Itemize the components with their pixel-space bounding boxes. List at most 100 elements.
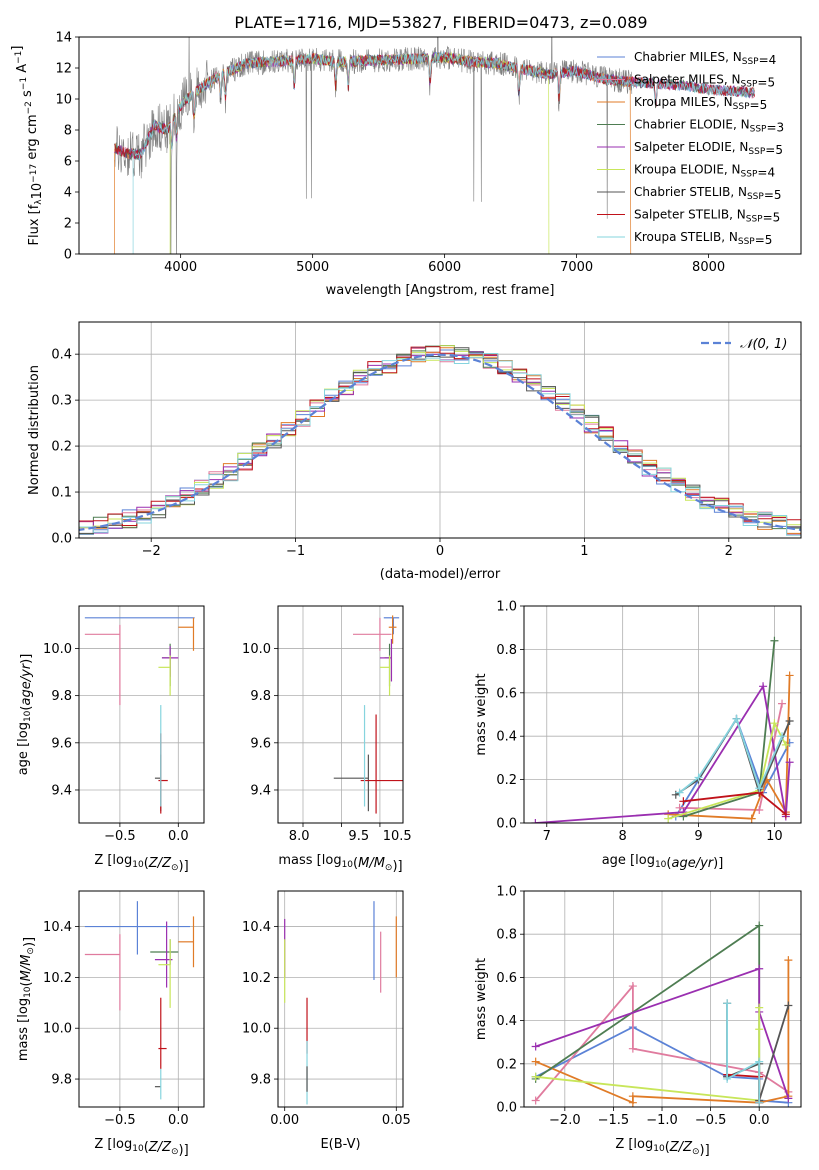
y-tick-label: 0.0	[496, 1101, 517, 1116]
x-tick-label: 8	[619, 829, 627, 844]
label-part: age/yr	[19, 662, 34, 705]
label-part: 10	[342, 860, 354, 870]
y-tick-label: 10.2	[43, 971, 72, 986]
weight-point-marker	[628, 1044, 637, 1053]
label-part: Z/Z	[148, 856, 172, 871]
y-tick-label: 0.0	[51, 532, 72, 547]
x-tick-label: 0.00	[270, 1113, 299, 1128]
y-tick-label: 2	[64, 217, 72, 232]
y-tick-label: 9.8	[51, 689, 72, 704]
y-tick-label: 9.8	[51, 1073, 72, 1088]
label-part: SSP	[747, 192, 764, 202]
label-part: Z [log	[615, 1137, 653, 1152]
label-part: A	[15, 64, 30, 77]
y-tick-label: 10.4	[43, 920, 72, 935]
label-part: (	[19, 981, 34, 986]
legend-label: Kroupa MILES, NSSP=5	[634, 95, 767, 112]
y-axis-label: age [log10(age/yr)]	[16, 654, 34, 776]
axes-frame	[78, 36, 802, 255]
y-tick-label: 0.3	[51, 394, 72, 409]
y-tick-label: 9.8	[250, 689, 271, 704]
x-tick-label: 0.0	[749, 1113, 770, 1128]
legend-label: 𝒩(0, 1)	[740, 337, 787, 352]
weight-point-marker	[531, 1072, 540, 1081]
weight-point-marker	[778, 699, 787, 708]
x-tick-label: −1.0	[646, 1113, 678, 1128]
weight-point-marker	[770, 636, 779, 645]
x-tick-label: 7	[543, 829, 551, 844]
y-tick-label: 10	[55, 93, 72, 108]
label-part: =5	[750, 98, 768, 112]
label-part: λ	[34, 199, 44, 205]
label-part: Z/Z	[148, 1140, 172, 1155]
plot-area	[84, 617, 195, 814]
label-part: =5	[763, 211, 781, 225]
label-part: =4	[757, 166, 775, 180]
weight-point-marker	[755, 1098, 764, 1107]
legend-label: Chabrier ELODIE, NSSP=3	[634, 118, 784, 135]
y-tick-label: 0.8	[496, 928, 517, 943]
y-tick-label: 1.0	[496, 885, 517, 900]
y-tick-label: 9.6	[250, 736, 271, 751]
label-part: 10	[132, 1144, 144, 1154]
weight-point-marker	[755, 921, 764, 930]
label-part: =5	[765, 143, 783, 157]
label-part: )]	[19, 654, 34, 664]
label-part: mass [log	[278, 853, 341, 868]
y-axis-label: Normed distribution	[27, 365, 42, 495]
x-tick-label: 0.0	[168, 1113, 189, 1128]
label-part: SSP	[733, 102, 750, 112]
label-part: Salpeter STELIB, N	[634, 208, 746, 222]
weight-series-line	[535, 960, 790, 1105]
weight-point-marker	[679, 797, 688, 806]
x-tick-label: 2	[725, 544, 733, 559]
mass-vs-metallicity-panel: −0.5 0.09.810.010.210.4Z [log10(Z/Z⊙)]mas…	[16, 890, 205, 1158]
y-tick-label: 1.0	[496, 600, 517, 615]
label-part: Z [log	[94, 853, 132, 868]
weight-point-marker	[770, 719, 779, 728]
x-tick-label: 8.0	[289, 829, 310, 844]
legend-label: Chabrier STELIB, NSSP=5	[634, 185, 782, 202]
y-axis-label: mass weight	[474, 958, 489, 1040]
weight-point-marker	[664, 814, 673, 823]
figure-title: PLATE=1716, MJD=53827, FIBERID=0473, z=0…	[234, 13, 647, 32]
plot-area	[79, 345, 801, 538]
label-part: 10	[653, 1144, 665, 1154]
y-tick-label: 0.2	[51, 440, 72, 455]
label-part: ⊙	[171, 863, 179, 873]
label-part: Kroupa STELIB, N	[634, 230, 738, 244]
x-axis-label: Z [log10(Z/Z⊙)]	[94, 853, 188, 874]
label-part: )]	[22, 937, 37, 947]
label-part: −17	[29, 164, 39, 183]
age-vs-metallicity-panel: −0.5 0.09.49.69.810.0Z [log10(Z/Z⊙)]age […	[16, 605, 205, 874]
label-part: SSP	[741, 170, 758, 180]
weight-point-marker	[531, 1057, 540, 1066]
label-part: (	[666, 856, 671, 871]
residual-histogram	[79, 353, 801, 536]
label-part: age [log	[602, 853, 655, 868]
y-tick-label: 0.1	[51, 486, 72, 501]
weight-point-marker	[747, 814, 756, 823]
weight-point-marker	[531, 1096, 540, 1105]
label-part: 10	[23, 710, 33, 722]
weight-point-marker	[675, 788, 684, 797]
label-part: (	[144, 856, 149, 871]
label-part: =3	[766, 121, 784, 135]
age-vs-mass-panel: 9.4 9.6 9.8 10.0 8.0 9.5 10.5 mass [log10(M/M⊙)…	[242, 605, 412, 874]
label-part: erg cm	[25, 114, 40, 163]
label-part: M/M	[19, 955, 34, 982]
y-axis-label: mass weight	[474, 673, 489, 755]
label-part: SSP	[742, 57, 759, 67]
label-part: ⊙	[385, 863, 393, 873]
plot-area	[84, 901, 195, 1100]
x-tick-label: −0.5	[104, 1113, 136, 1128]
y-axis-label: mass [log10(M/M⊙)]	[16, 937, 37, 1061]
x-tick-label: 9	[694, 829, 702, 844]
y-tick-label: 9.8	[250, 1073, 271, 1088]
label-part: ⊙	[692, 1147, 700, 1157]
x-axis-label: Z [log10(Z/Z⊙)]	[94, 1137, 188, 1158]
weight-point-marker	[784, 1001, 793, 1010]
x-tick-label: 10.5	[383, 829, 412, 844]
x-tick-label: 10	[766, 829, 783, 844]
